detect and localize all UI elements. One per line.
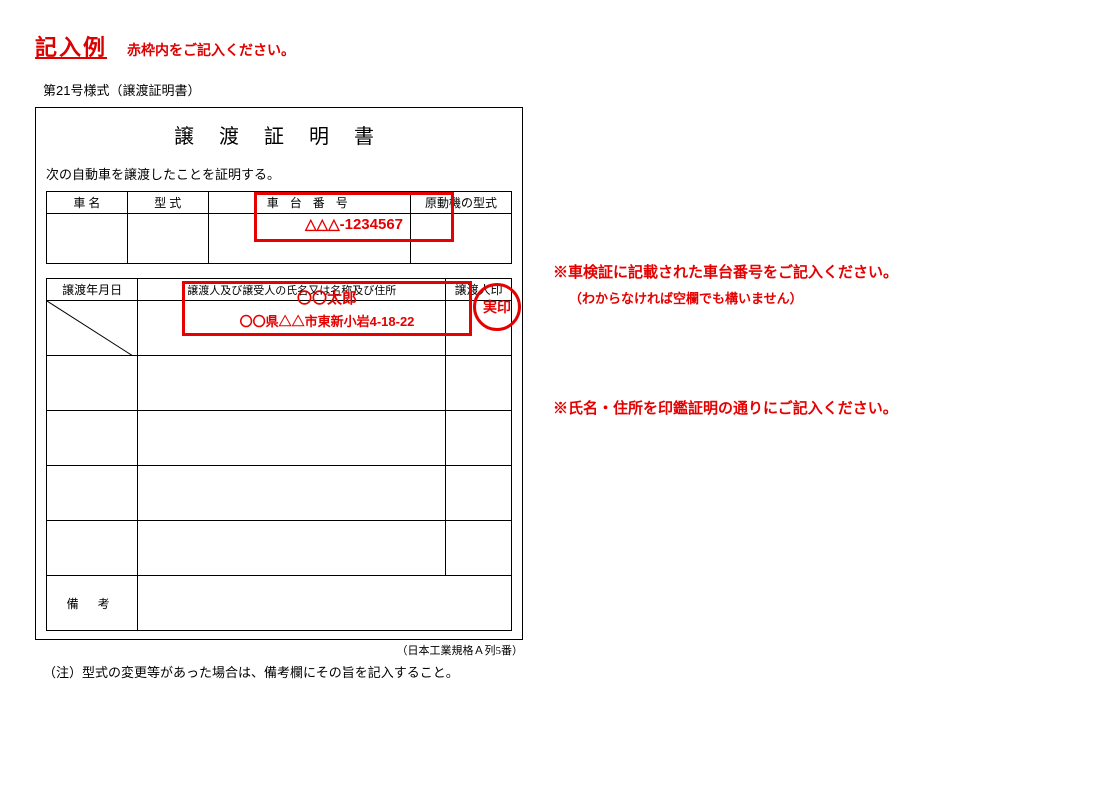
form-style-label: 第21号様式（譲渡証明書） [43,80,1082,99]
cell-name-4 [138,466,446,521]
name-value: 〇〇太郎 [297,287,357,308]
cell-name-5 [138,521,446,576]
biko-label: 備 考 [47,576,138,631]
page-subtitle: 赤枠内をご記入ください。 [127,40,295,60]
diagonal-line-icon [47,301,133,356]
annotation-name: ※氏名・住所を印鑑証明の通りにご記入ください。 [553,397,898,418]
page-title: 記入例 [35,30,107,62]
cell-model [127,214,208,264]
cell-seal-4 [446,466,512,521]
th-model: 型 式 [127,192,208,214]
annotation-chassis-line1: ※車検証に記載された車台番号をご記入ください。 [553,261,898,282]
cell-name-3 [138,411,446,466]
cell-seal-3 [446,411,512,466]
cell-date-5 [47,521,138,576]
cell-seal-2 [446,356,512,411]
cell-car-name [47,214,128,264]
bottom-note: （注）型式の変更等があった場合は、備考欄にその旨を記入すること。 [43,662,523,681]
annotations: ※車検証に記載された車台番号をご記入ください。 （わからなければ空欄でも構いませ… [553,107,898,418]
cell-date-1 [47,301,138,356]
cell-date-3 [47,411,138,466]
biko-cell [138,576,512,631]
chassis-value: △△△-1234567 [305,215,403,233]
chassis-highlight: △△△-1234567 [254,192,454,242]
standard-note: （日本工業規格Ａ列5番） [35,642,523,658]
annotation-chassis: ※車検証に記載された車台番号をご記入ください。 （わからなければ空欄でも構いませ… [553,261,898,307]
th-date: 譲渡年月日 [47,279,138,301]
th-car-name: 車 名 [47,192,128,214]
form-title: 譲 渡 証 明 書 [46,120,512,149]
cell-date-4 [47,466,138,521]
cell-seal-5 [446,521,512,576]
annotation-chassis-line2: （わからなければ空欄でも構いません） [569,288,898,307]
form-container: 譲 渡 証 明 書 次の自動車を譲渡したことを証明する。 車 名 型 式 車 台… [35,107,523,640]
cell-date-2 [47,356,138,411]
seal-text: 実印 [483,297,511,317]
address-value: 〇〇県△△市東新小岩4-18-22 [240,311,415,330]
form-intro: 次の自動車を譲渡したことを証明する。 [46,164,512,183]
seal-circle: 実印 [473,283,521,331]
cell-name-2 [138,356,446,411]
name-highlight: 〇〇太郎 〇〇県△△市東新小岩4-18-22 [182,281,472,336]
